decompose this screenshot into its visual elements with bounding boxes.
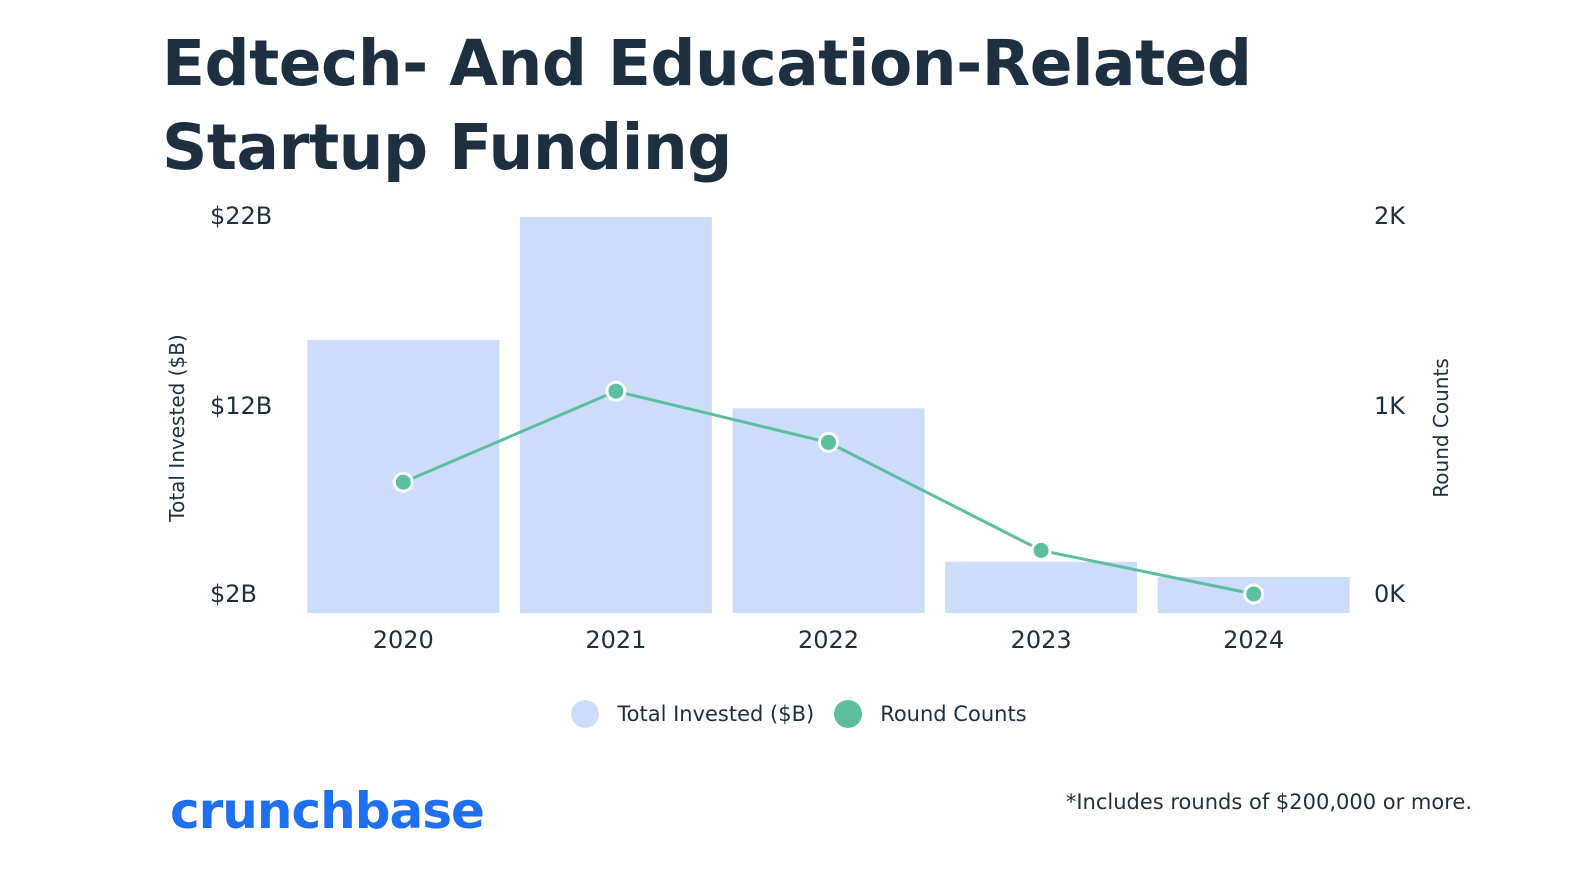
x-tick-label: 2020 [373,626,434,654]
round-count-point-2024 [1243,583,1265,605]
y-tick-label: $2B [210,580,257,608]
crunchbase-logo: crunchbase [170,782,485,840]
round-count-point-2021 [605,380,627,402]
y2-tick-label: 1K [1374,392,1406,420]
footnote: *Includes rounds of $200,000 or more. [1065,790,1472,814]
chart-title: Edtech- And Education-Related Startup Fu… [162,27,1252,184]
round-count-point-2020 [392,471,414,493]
legend-item-round-counts: Round Counts [834,700,1027,728]
y-axis-title: Total Invested ($B) [165,334,189,522]
x-tick-label: 2021 [585,626,646,654]
round-count-point-2023 [1030,539,1052,561]
y2-axis-title: Round Counts [1429,358,1453,497]
legend-label: Total Invested ($B) [617,702,815,726]
bar-2023 [945,561,1138,613]
x-tick-label: 2024 [1223,626,1284,654]
y2-tick-label: 2K [1374,202,1406,230]
bar-2021 [519,216,712,613]
y2-tick-label: 0K [1374,580,1406,608]
round-count-point-2022 [818,431,839,453]
y-tick-label: $22B [210,202,272,230]
legend-label: Round Counts [880,702,1027,726]
legend-swatch-line [834,700,863,728]
legend: Total Invested ($B) Round Counts [0,700,1572,728]
y-tick-label: $12B [210,392,272,420]
x-tick-label: 2022 [798,626,859,654]
legend-item-total-invested: Total Invested ($B) [571,700,814,728]
x-tick-label: 2023 [1011,626,1072,654]
legend-swatch-bar [571,700,600,728]
